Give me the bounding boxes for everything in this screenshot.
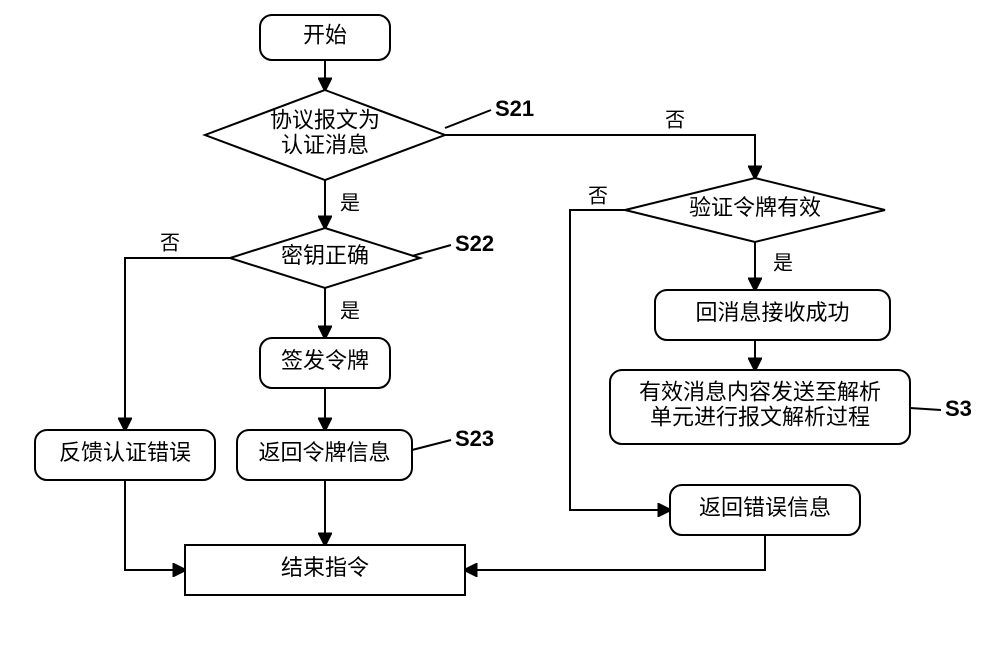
node-s21-label-line-0: 协议报文为	[270, 107, 380, 132]
edge-label-8: 是	[773, 253, 793, 275]
node-issue_token: 签发令牌	[260, 338, 390, 388]
node-s21-label-line-1: 认证消息	[281, 133, 369, 158]
node-feedback_error: 反馈认证错误	[35, 430, 215, 480]
tag-label-S3: S3	[945, 396, 972, 421]
tag-label-S21: S21	[495, 96, 534, 121]
edge-label-1: 是	[340, 193, 360, 215]
edge-label-7: 否	[665, 110, 685, 132]
node-verify_token: 验证令牌有效	[625, 178, 885, 242]
edge-label-2: 是	[340, 301, 360, 323]
tag-label-S22: S22	[455, 231, 494, 256]
node-verify_token-label: 验证令牌有效	[689, 195, 821, 220]
node-return_error: 返回错误信息	[670, 485, 860, 535]
node-send_parse-label-line-0: 有效消息内容发送至解析	[639, 379, 881, 404]
edge-verify_token-to-recv_ok: 是	[755, 242, 793, 290]
tag-S22: S22	[412, 231, 494, 256]
flowchart-diagram: 是是否否是否 开始协议报文为认证消息密钥正确签发令牌返回令牌信息反馈认证错误结束…	[0, 0, 1000, 647]
node-return_token: 返回令牌信息	[237, 430, 412, 480]
edge-s21-to-verify_token: 否	[445, 110, 755, 178]
node-send_parse: 有效消息内容发送至解析单元进行报文解析过程	[610, 370, 910, 444]
edge-s22-to-feedback_error: 否	[125, 233, 230, 430]
node-return_error-label: 返回错误信息	[699, 495, 831, 520]
node-s21: 协议报文为认证消息	[205, 90, 445, 180]
nodes-layer: 开始协议报文为认证消息密钥正确签发令牌返回令牌信息 反馈认证错误结束指令 验证令牌有…	[35, 15, 910, 595]
edge-label-5: 否	[160, 233, 180, 255]
node-start-label: 开始	[303, 23, 347, 48]
edge-s21-to-s22: 是	[325, 180, 360, 228]
node-feedback_error-label: 反馈认证错误	[59, 440, 191, 465]
node-s22: 密钥正确	[230, 228, 420, 288]
tag-S3: S3	[910, 396, 972, 421]
node-end_cmd: 结束指令	[185, 545, 465, 595]
node-recv_ok-label: 回消息接收成功	[695, 300, 849, 325]
edge-return_error-to-end_cmd	[465, 535, 765, 570]
tag-S23: S23	[412, 426, 494, 451]
node-recv_ok: 回消息接收成功	[655, 290, 890, 340]
tag-label-S23: S23	[455, 426, 494, 451]
node-issue_token-label: 签发令牌	[281, 348, 369, 373]
edge-verify_token-to-return_error: 否	[570, 186, 670, 510]
node-end_cmd-label: 结束指令	[281, 555, 369, 580]
node-send_parse-label-line-1: 单元进行报文解析过程	[650, 405, 870, 430]
edge-feedback_error-to-end_cmd	[125, 480, 185, 570]
node-s22-label: 密钥正确	[281, 243, 369, 268]
edge-s22-to-issue_token: 是	[325, 288, 360, 338]
node-start: 开始	[260, 15, 390, 60]
node-return_token-label: 返回令牌信息	[258, 440, 390, 465]
edge-label-10: 否	[588, 186, 608, 208]
tag-S21: S21	[445, 96, 534, 128]
